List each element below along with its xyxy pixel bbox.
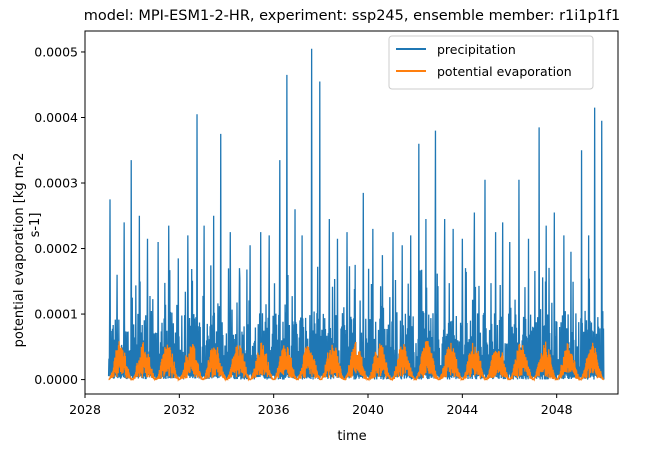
y-tick-label: 0.0004 [34,110,78,125]
x-tick-label: 2036 [258,402,290,417]
x-tick-label: 2040 [352,402,384,417]
series-potential-evaporation [108,341,605,382]
legend: precipitation potential evaporation [388,35,594,90]
x-axis-ticks: 2028 2032 2036 2040 2044 2048 [69,394,573,417]
plot-frame [84,30,619,395]
y-tick-label: 0.0001 [34,307,78,322]
x-tick-label: 2048 [541,402,573,417]
legend-label-precipitation: precipitation [437,42,516,57]
y-tick-label: 0.0005 [34,44,78,59]
y-tick-label: 0.0000 [34,372,78,387]
chart-title: model: MPI-ESM1-2-HR, experiment: ssp245… [84,8,621,24]
legend-label-potential-evaporation: potential evaporation [437,64,572,79]
x-tick-label: 2044 [446,402,478,417]
y-axis-label-line-1: potential evaporation [kg m-2 [12,153,27,348]
x-tick-label: 2028 [69,402,101,417]
series-precipitation [107,48,605,380]
x-tick-label: 2032 [163,402,195,417]
y-tick-label: 0.0002 [34,241,78,256]
y-axis-ticks: 0.0000 0.0001 0.0002 0.0003 0.0004 0.0005 [34,44,85,387]
y-tick-label: 0.0003 [34,176,78,191]
legend-box [388,35,594,90]
x-axis-label: time [337,429,366,444]
series-layer [107,48,605,382]
y-axis-label-line-2: s-1] [28,213,43,238]
